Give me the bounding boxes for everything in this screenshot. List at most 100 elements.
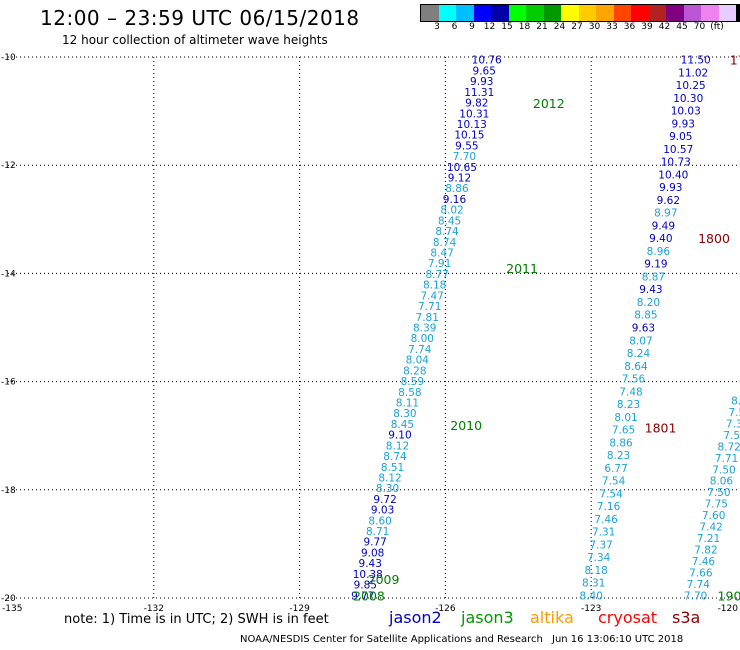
swh-value: 7.54 (602, 476, 626, 488)
swh-value: 9.72 (373, 494, 396, 506)
swh-value: 8.11 (396, 397, 419, 409)
x-tick-label: -126 (435, 604, 456, 614)
swh-value: 8.51 (381, 462, 404, 474)
swh-value: 8.20 (637, 297, 660, 309)
swh-value: 8.18 (423, 280, 446, 292)
swh-value: 7.5 (723, 430, 740, 442)
swh-value: 7.65 (612, 425, 635, 437)
colorbar-swatch (438, 5, 456, 21)
swh-value: 7.71 (715, 453, 738, 465)
colorbar-swatch (543, 5, 561, 21)
swh-value: 8.72 (717, 441, 740, 453)
colorbar-swatch (456, 5, 474, 21)
satellite-legend-entry: cryosat (598, 608, 658, 627)
y-tick-label: -18 (1, 486, 16, 496)
colorbar-label: 42 (658, 22, 671, 32)
swh-value: 10.13 (457, 119, 487, 131)
swh-value: 8.58 (398, 387, 421, 399)
swh-value: 8.71 (366, 526, 389, 538)
swh-value: 10.65 (447, 162, 477, 174)
swh-value: 8.40 (580, 590, 603, 602)
swh-value: 8.12 (378, 472, 401, 484)
swh-value: 7.70 (684, 590, 707, 602)
colorbar-swatch (613, 5, 631, 21)
altimeter-tracks: 10.769.659.9311.319.8210.3110.1310.159.5… (351, 55, 740, 603)
swh-value: 8.74 (435, 226, 459, 238)
swh-value: 9.63 (632, 323, 655, 335)
colorbar-label: 36 (623, 22, 636, 32)
x-tick-label: -123 (581, 604, 601, 614)
swh-value: 9.62 (657, 195, 680, 207)
swh-value: 9.43 (359, 558, 382, 570)
swh-value: 8.85 (634, 310, 657, 322)
swh-value: 8.60 (368, 515, 391, 527)
swh-value: 8.23 (617, 399, 640, 411)
x-tick-label: -129 (289, 604, 310, 614)
swh-value: 7.75 (705, 499, 728, 511)
swh-value: 10.15 (454, 130, 484, 142)
swh-value: 8.96 (647, 246, 671, 258)
swh-value: 9.16 (443, 194, 467, 206)
swh-value: 8.07 (629, 335, 652, 347)
colorbar-label: (ft) (710, 22, 724, 32)
swh-value: 7.71 (418, 301, 441, 313)
swh-value: 8.77 (425, 269, 448, 281)
colorbar-swatch (473, 5, 491, 21)
swh-value: 8.30 (376, 483, 399, 495)
swh-value: 10.31 (459, 108, 489, 120)
swh-value: 9.40 (649, 233, 672, 245)
swh-value: 8.45 (438, 215, 461, 227)
swh-value: 10.38 (353, 569, 383, 581)
swh-value: 8.18 (584, 565, 607, 577)
pass-time-label: 1800 (698, 231, 730, 246)
swh-value: 7.5 (729, 407, 740, 419)
swh-value: 8.39 (413, 323, 436, 335)
pass-time-label: 2010 (450, 418, 482, 433)
swh-value: 7.60 (702, 510, 725, 522)
swh-value: 11.02 (678, 67, 708, 79)
colorbar-label: 18 (518, 22, 531, 32)
swh-value: 7.56 (622, 374, 646, 386)
swh-value: 8.23 (607, 450, 630, 462)
swh-value: 11.50 (681, 55, 711, 67)
swh-value: 8.47 (430, 248, 453, 260)
swh-value: 7.91 (428, 258, 451, 270)
swh-value: 7.42 (699, 522, 722, 534)
swh-value: 8.30 (393, 408, 416, 420)
swh-value: 7.82 (694, 544, 717, 556)
swh-value: 8.59 (401, 376, 424, 388)
swh-value: 9.10 (388, 430, 411, 442)
colorbar-swatch (683, 5, 701, 21)
swh-value: 8.31 (582, 578, 605, 590)
swh-value: 8.12 (386, 440, 409, 452)
swh-value: 7.74 (408, 344, 432, 356)
swh-value: 8.87 (642, 271, 665, 283)
colorbar-swatch (648, 5, 666, 21)
colorbar-label: 27 (571, 22, 583, 32)
satellite-legend-entry: jason3 (461, 608, 514, 627)
swh-value: 10.76 (472, 55, 502, 67)
colorbar-swatch (701, 5, 719, 21)
pass-time-label: 2008 (353, 588, 385, 603)
satellite-legend-entry: altika (530, 608, 574, 627)
swh-value: 8.74 (433, 237, 457, 249)
y-tick-label: -10 (1, 53, 16, 63)
swh-value: 7.74 (687, 579, 711, 591)
pass-time-label: 2012 (533, 96, 565, 111)
swh-value: 8.02 (440, 205, 463, 217)
colorbar-label: 45 (676, 22, 688, 32)
swh-value: 9.93 (672, 118, 695, 130)
note-text: note: 1) Time is in UTC; 2) SWH is in fe… (64, 612, 329, 627)
swh-value: 7.46 (594, 514, 618, 526)
swh-value: 10.73 (661, 157, 691, 169)
swh-value: 7.21 (697, 533, 720, 545)
colorbar-label: 39 (641, 22, 653, 32)
swh-value: 7.50 (707, 487, 730, 499)
colorbar-swatch (736, 5, 740, 21)
footer-organization: NOAA/NESDIS Center for Satellite Applica… (240, 634, 543, 645)
colorbar-swatch (666, 5, 684, 21)
swh-value: 9.03 (371, 505, 394, 517)
swh-value: 8.00 (411, 333, 434, 345)
colorbar-label: 12 (483, 22, 496, 32)
swh-value: 8.86 (445, 183, 469, 195)
